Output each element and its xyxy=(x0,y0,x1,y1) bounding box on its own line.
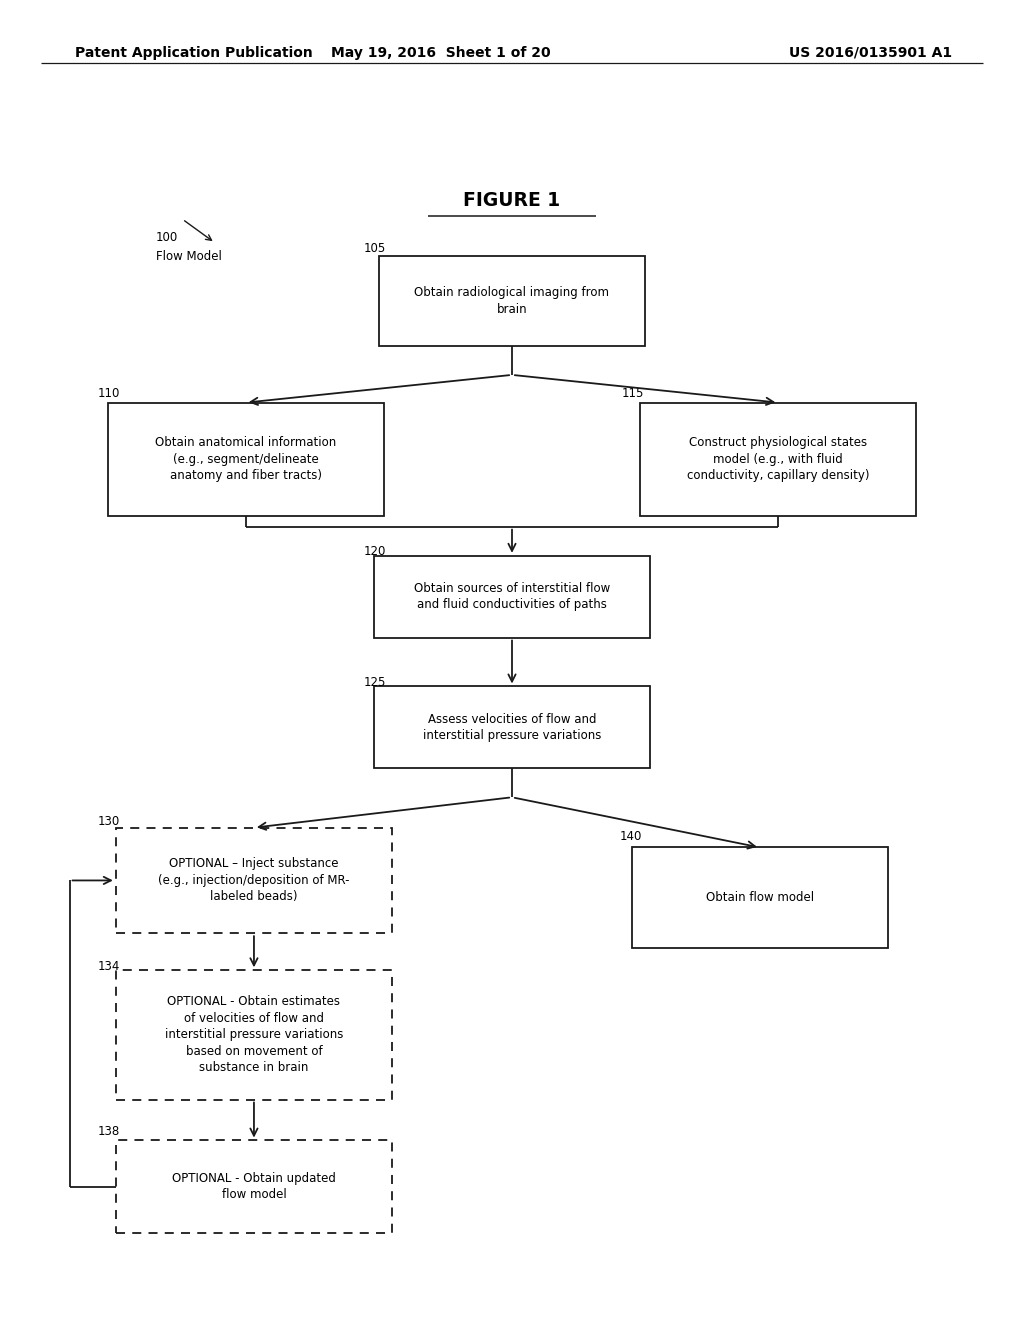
Text: 120: 120 xyxy=(364,545,386,558)
Text: Obtain flow model: Obtain flow model xyxy=(706,891,814,904)
Text: 140: 140 xyxy=(620,830,642,843)
Text: 105: 105 xyxy=(364,242,386,255)
Text: 134: 134 xyxy=(97,960,120,973)
FancyBboxPatch shape xyxy=(116,1140,392,1233)
Text: 138: 138 xyxy=(97,1125,120,1138)
Text: FIGURE 1: FIGURE 1 xyxy=(464,191,560,210)
FancyBboxPatch shape xyxy=(379,256,645,346)
Text: 130: 130 xyxy=(97,814,120,828)
Text: OPTIONAL - Obtain updated
flow model: OPTIONAL - Obtain updated flow model xyxy=(172,1172,336,1201)
Text: 125: 125 xyxy=(364,676,386,689)
Text: OPTIONAL - Obtain estimates
of velocities of flow and
interstitial pressure vari: OPTIONAL - Obtain estimates of velocitie… xyxy=(165,995,343,1074)
Text: Obtain sources of interstitial flow
and fluid conductivities of paths: Obtain sources of interstitial flow and … xyxy=(414,582,610,611)
FancyBboxPatch shape xyxy=(374,556,650,638)
Text: 100: 100 xyxy=(156,231,178,244)
Text: Flow Model: Flow Model xyxy=(156,249,221,263)
FancyBboxPatch shape xyxy=(116,970,392,1100)
Text: May 19, 2016  Sheet 1 of 20: May 19, 2016 Sheet 1 of 20 xyxy=(331,46,550,59)
Text: 115: 115 xyxy=(622,387,644,400)
Text: 110: 110 xyxy=(97,387,120,400)
Text: Patent Application Publication: Patent Application Publication xyxy=(75,46,312,59)
Text: Obtain radiological imaging from
brain: Obtain radiological imaging from brain xyxy=(415,286,609,315)
FancyBboxPatch shape xyxy=(640,403,916,516)
Text: US 2016/0135901 A1: US 2016/0135901 A1 xyxy=(790,46,952,59)
FancyBboxPatch shape xyxy=(632,847,888,948)
Text: Assess velocities of flow and
interstitial pressure variations: Assess velocities of flow and interstiti… xyxy=(423,713,601,742)
Text: Construct physiological states
model (e.g., with fluid
conductivity, capillary d: Construct physiological states model (e.… xyxy=(687,437,869,482)
FancyBboxPatch shape xyxy=(374,686,650,768)
Text: OPTIONAL – Inject substance
(e.g., injection/deposition of MR-
labeled beads): OPTIONAL – Inject substance (e.g., injec… xyxy=(158,858,350,903)
FancyBboxPatch shape xyxy=(116,828,392,933)
FancyBboxPatch shape xyxy=(108,403,384,516)
Text: Obtain anatomical information
(e.g., segment/delineate
anatomy and fiber tracts): Obtain anatomical information (e.g., seg… xyxy=(155,437,337,482)
